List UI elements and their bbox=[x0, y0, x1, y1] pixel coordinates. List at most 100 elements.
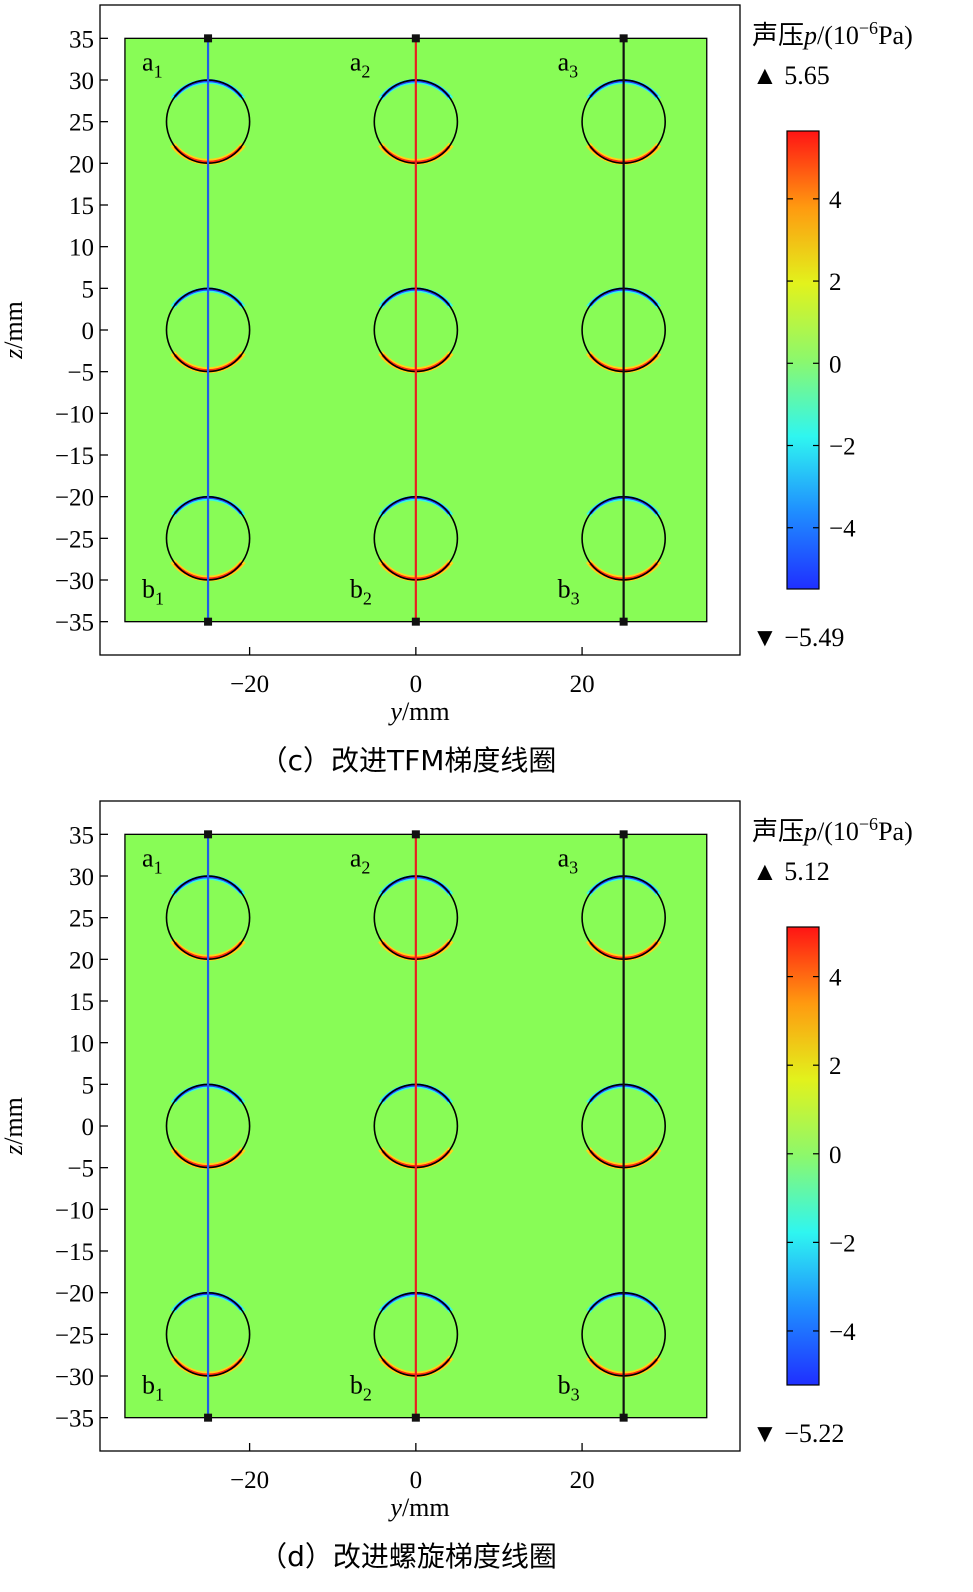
colorbar-tick-label: 0 bbox=[829, 1142, 842, 1169]
y-tick-label: 5 bbox=[82, 1072, 95, 1099]
probe-endpoint-marker bbox=[411, 830, 420, 839]
text-span: /mm bbox=[0, 301, 28, 349]
text-span: a bbox=[350, 47, 362, 76]
y-tick-label: 15 bbox=[69, 989, 94, 1016]
probe-endpoint-marker bbox=[619, 830, 628, 839]
text-span: a bbox=[558, 843, 570, 872]
y-tick-label: −30 bbox=[55, 568, 94, 595]
text-span: b bbox=[142, 575, 155, 604]
colorbar-gradient bbox=[786, 926, 820, 1386]
y-tick-label: −25 bbox=[55, 1322, 94, 1349]
y-tick-label: 5 bbox=[82, 276, 95, 303]
y-tick-label: 20 bbox=[69, 151, 94, 178]
colorbar-tick-label: −2 bbox=[829, 1230, 856, 1257]
y-tick-label: 10 bbox=[69, 1031, 94, 1058]
text-span: 1 bbox=[154, 61, 163, 81]
x-tick-label: 20 bbox=[570, 1467, 595, 1494]
text-span: y bbox=[387, 1493, 402, 1522]
text-span: 3 bbox=[569, 857, 578, 877]
probe-endpoint-marker bbox=[619, 34, 628, 43]
y-tick-label: 10 bbox=[69, 235, 94, 262]
panel-d: a1b1a2b2a3b335302520151050−5−10−15−20−25… bbox=[0, 800, 913, 1573]
text-span: y bbox=[387, 697, 402, 726]
colorbar: 声压p/(10−6Pa) ▲ 5.65 ▼ −5.49 4 2 0 −2 −4 bbox=[752, 18, 913, 652]
colorbar-gradient bbox=[786, 130, 820, 590]
y-tick-label: 25 bbox=[69, 110, 94, 137]
text-span: a bbox=[142, 843, 154, 872]
y-tick-label: −15 bbox=[55, 1239, 94, 1266]
y-tick-label: −35 bbox=[55, 1406, 94, 1433]
y-axis-label: z/mm bbox=[0, 1097, 28, 1156]
y-tick-label: −20 bbox=[55, 1281, 94, 1308]
text-span: −6 bbox=[859, 814, 878, 834]
x-tick-label: −20 bbox=[230, 1467, 269, 1494]
probe-bottom-label: b1 bbox=[142, 575, 164, 609]
probe-top-label: a1 bbox=[142, 47, 163, 81]
y-tick-label: 35 bbox=[69, 26, 94, 53]
text-span: a bbox=[558, 47, 570, 76]
x-axis-label: y/mm bbox=[387, 1493, 449, 1522]
colorbar-tick-label: 2 bbox=[829, 269, 842, 296]
text-span: 3 bbox=[569, 61, 578, 81]
x-tick-label: 0 bbox=[410, 671, 423, 698]
text-span: z bbox=[0, 349, 28, 360]
y-tick-label: 0 bbox=[82, 1114, 95, 1141]
text-span: /mm bbox=[402, 697, 450, 726]
colorbar: 声压p/(10−6Pa) ▲ 5.12 ▼ −5.22 4 2 0 −2 −4 bbox=[752, 814, 913, 1448]
text-span: 1 bbox=[154, 857, 163, 877]
colorbar-tick-label: −2 bbox=[829, 434, 856, 461]
text-span: 2 bbox=[361, 857, 370, 877]
probe-top-label: a2 bbox=[350, 843, 371, 877]
colorbar-min-label: ▼ −5.22 bbox=[752, 1419, 844, 1448]
y-tick-label: 15 bbox=[69, 193, 94, 220]
y-axis-label: z/mm bbox=[0, 301, 28, 360]
text-span: p bbox=[802, 21, 817, 50]
text-span: b bbox=[558, 575, 571, 604]
text-span: b bbox=[142, 1371, 155, 1400]
y-tick-label: 30 bbox=[69, 864, 94, 891]
text-span: 声压 bbox=[752, 21, 804, 51]
text-span: 2 bbox=[363, 1385, 372, 1405]
colorbar-tick-label: −4 bbox=[829, 516, 856, 543]
probe-endpoint-marker bbox=[411, 617, 420, 626]
colorbar-tick-label: 4 bbox=[829, 965, 842, 992]
probe-bottom-label: b1 bbox=[142, 1371, 164, 1405]
colorbar-tick-label: −4 bbox=[829, 1319, 856, 1346]
colorbar-tick-label: 0 bbox=[829, 351, 842, 378]
probe-top-label: a2 bbox=[350, 47, 371, 81]
panel-caption: （c）改进TFM梯度线圈 bbox=[260, 744, 557, 777]
probe-top-label: a3 bbox=[558, 843, 579, 877]
text-span: 2 bbox=[363, 589, 372, 609]
text-span: 3 bbox=[571, 1385, 580, 1405]
y-tick-label: −10 bbox=[55, 401, 94, 428]
probe-endpoint-marker bbox=[619, 1413, 628, 1422]
text-span: b bbox=[558, 1371, 571, 1400]
text-span: 3 bbox=[571, 589, 580, 609]
text-span: 2 bbox=[361, 61, 370, 81]
x-tick-label: 0 bbox=[410, 1467, 423, 1494]
y-tick-label: 20 bbox=[69, 947, 94, 974]
y-tick-label: −25 bbox=[55, 526, 94, 553]
probe-bottom-label: b3 bbox=[558, 1371, 580, 1405]
text-span: Pa) bbox=[878, 21, 913, 50]
y-tick-label: −30 bbox=[55, 1364, 94, 1391]
x-tick-label: 20 bbox=[570, 671, 595, 698]
y-tick-label: −35 bbox=[55, 610, 94, 637]
text-span: Pa) bbox=[878, 817, 913, 846]
text-span: b bbox=[350, 575, 363, 604]
probe-endpoint-marker bbox=[619, 617, 628, 626]
text-span: z bbox=[0, 1145, 28, 1156]
y-tick-label: 25 bbox=[69, 906, 94, 933]
text-span: b bbox=[350, 1371, 363, 1400]
text-span: 1 bbox=[155, 589, 164, 609]
y-tick-label: −15 bbox=[55, 443, 94, 470]
text-span: 声压 bbox=[752, 817, 804, 847]
panel-caption: （d）改进螺旋梯度线圈 bbox=[259, 1540, 557, 1573]
text-span: a bbox=[142, 47, 154, 76]
probe-endpoint-marker bbox=[204, 617, 213, 626]
text-span: 1 bbox=[155, 1385, 164, 1405]
colorbar-max-label: ▲ 5.65 bbox=[752, 61, 830, 90]
x-tick-label: −20 bbox=[230, 671, 269, 698]
y-tick-label: −5 bbox=[67, 360, 94, 387]
x-axis-label: y/mm bbox=[387, 697, 449, 726]
